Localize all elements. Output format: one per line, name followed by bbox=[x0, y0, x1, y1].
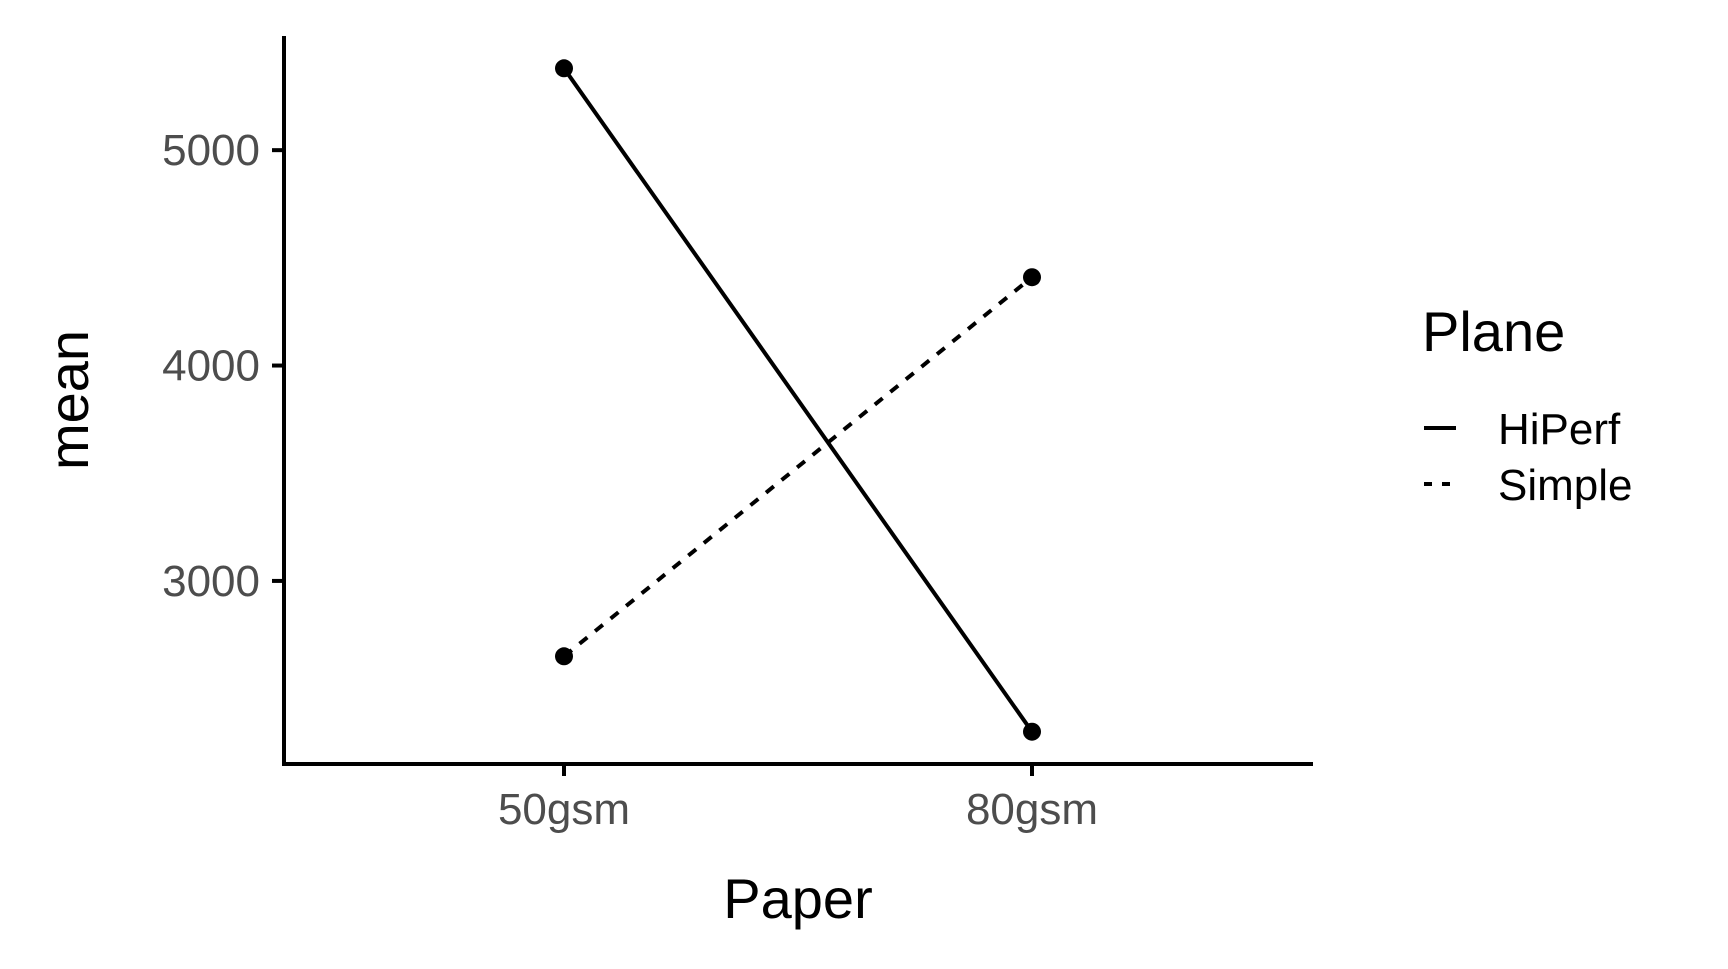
x-tick-label: 80gsm bbox=[966, 785, 1098, 834]
data-point-hiperf bbox=[1023, 722, 1041, 741]
data-point-simple bbox=[1023, 268, 1041, 287]
data-points bbox=[555, 59, 1041, 741]
y-tick-label: 5000 bbox=[162, 126, 260, 175]
data-point-hiperf bbox=[555, 59, 573, 78]
series-line-simple bbox=[562, 275, 1034, 658]
y-tick-label: 3000 bbox=[162, 557, 260, 606]
y-tick-label: 4000 bbox=[162, 342, 260, 391]
x-ticks: 50gsm 80gsm bbox=[498, 764, 1098, 834]
legend-items: HiPerf Simple bbox=[1424, 405, 1633, 510]
legend-title: Plane bbox=[1422, 300, 1565, 363]
legend: Plane HiPerf Simple bbox=[1422, 300, 1633, 510]
series-line-hiperf bbox=[562, 67, 1034, 733]
y-ticks: 3000 4000 5000 bbox=[162, 126, 284, 606]
x-axis-title: Paper bbox=[723, 867, 872, 930]
axes bbox=[282, 36, 1313, 766]
legend-label-simple: Simple bbox=[1498, 461, 1633, 510]
x-tick-label: 50gsm bbox=[498, 785, 630, 834]
data-point-simple bbox=[555, 647, 573, 666]
series-lines bbox=[562, 67, 1034, 733]
y-axis-title: mean bbox=[37, 330, 100, 470]
legend-label-hiperf: HiPerf bbox=[1498, 405, 1621, 454]
